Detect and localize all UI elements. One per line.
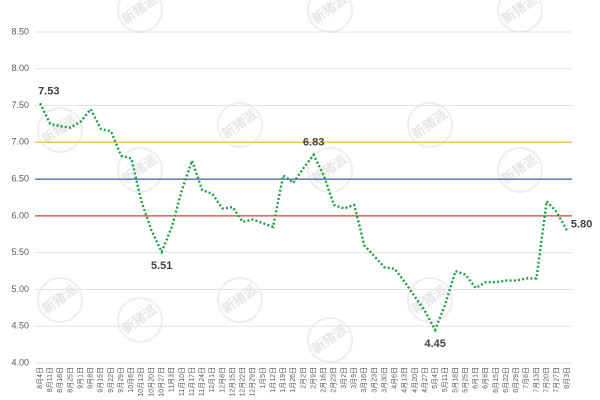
- x-tick-label: 9月29日: [117, 367, 125, 393]
- x-tick-label: 5月18日: [451, 367, 459, 393]
- x-tick-label: 10月27日: [157, 367, 165, 397]
- y-tick-label: 4.00: [11, 357, 29, 367]
- x-tick-label: 4月13日: [401, 367, 409, 393]
- x-tick-label: 7月6日: [522, 367, 530, 389]
- x-tick-label: 6月15日: [492, 367, 500, 393]
- x-tick-label: 5月11日: [441, 367, 449, 392]
- x-tick-label: 3月16日: [360, 367, 368, 393]
- watermark: 新猪派: [409, 106, 450, 141]
- x-tick-label: 6月8日: [482, 367, 490, 389]
- x-tick-label: 2月16日: [320, 367, 328, 393]
- x-tick-label: 12月29日: [249, 367, 257, 397]
- watermark-circle: [307, 317, 353, 363]
- x-tick-label: 9月22日: [107, 367, 115, 393]
- data-label: 6.83: [303, 137, 324, 149]
- watermark-circle: [217, 102, 263, 148]
- x-tick-label: 8月3日: [563, 367, 571, 389]
- x-tick-label: 10月13日: [137, 367, 145, 397]
- x-tick-label: 11月24日: [198, 367, 206, 396]
- watermark: 新猪派: [309, 0, 350, 26]
- x-tick-label: 11月17日: [188, 367, 196, 396]
- x-tick-label: 11月3日: [168, 367, 176, 392]
- y-tick-label: 6.50: [11, 173, 29, 183]
- x-tick-label: 3月9日: [350, 367, 358, 389]
- x-tick-label: 8月11日: [46, 367, 54, 392]
- x-tick-label: 2月23日: [330, 367, 338, 393]
- x-tick-label: 1月5日: [259, 367, 267, 389]
- x-tick-label: 6月1日: [472, 367, 480, 389]
- y-tick-label: 6.00: [11, 210, 29, 220]
- watermark-circle: [37, 107, 83, 153]
- x-tick-label: 3月23日: [370, 367, 378, 393]
- x-tick-label: 9月1日: [76, 367, 84, 389]
- watermark: 新猪派: [39, 281, 80, 316]
- y-tick-label: 8.00: [11, 63, 29, 73]
- data-line: [39, 102, 568, 333]
- y-tick-label: 5.00: [11, 284, 29, 294]
- data-label: 7.53: [38, 85, 59, 97]
- watermark-circle: [37, 277, 83, 323]
- x-tick-label: 5月25日: [461, 367, 469, 393]
- x-tick-label: 6月29日: [512, 367, 520, 393]
- watermark-circle: [217, 277, 263, 323]
- watermark: 新猪派: [499, 0, 540, 26]
- x-tick-label: 8月25日: [66, 367, 74, 393]
- x-tick-label: 6月22日: [502, 367, 510, 393]
- y-tick-label: 5.50: [11, 247, 29, 257]
- watermark: 新猪派: [119, 301, 160, 336]
- x-tick-label: 7月27日: [553, 367, 561, 393]
- x-tick-label: 7月13日: [532, 367, 540, 393]
- x-tick-label: 1月19日: [279, 367, 287, 393]
- watermark-circle: [117, 297, 163, 343]
- watermark: 新猪派: [219, 106, 260, 141]
- x-tick-label: 9月8日: [87, 367, 95, 389]
- watermark-circle: [407, 277, 453, 323]
- x-tick-label: 3月2日: [340, 367, 348, 389]
- x-tick-label: 3月30日: [380, 367, 388, 393]
- x-tick-label: 10月6日: [127, 367, 135, 393]
- data-label: 4.45: [425, 338, 446, 350]
- watermark-circle: [497, 147, 543, 193]
- data-label: 5.51: [151, 260, 172, 272]
- watermark: 新猪派: [219, 281, 260, 316]
- x-tick-label: 5月4日: [431, 367, 439, 389]
- x-tick-label: 12月1日: [208, 367, 216, 393]
- watermark-circle: [117, 147, 163, 193]
- x-tick-label: 12月15日: [228, 367, 236, 397]
- x-tick-label: 4月27日: [421, 367, 429, 393]
- data-label: 5.80: [571, 219, 592, 231]
- x-tick-label: 1月26日: [289, 367, 297, 393]
- x-tick-label: 9月15日: [97, 367, 105, 393]
- x-tick-label: 8月4日: [36, 367, 44, 389]
- watermark-circle: [407, 102, 453, 148]
- x-tick-label: 4月20日: [411, 367, 419, 393]
- x-tick-label: 7月20日: [543, 367, 551, 393]
- x-tick-label: 4月6日: [391, 367, 399, 389]
- x-tick-label: 11月10日: [178, 367, 186, 396]
- x-tick-label: 2月2日: [299, 367, 307, 389]
- y-tick-label: 8.50: [11, 26, 29, 36]
- watermark: 新猪派: [309, 151, 350, 186]
- y-tick-label: 7.50: [11, 100, 29, 110]
- y-tick-label: 7.00: [11, 137, 29, 147]
- x-tick-label: 12月8日: [218, 367, 226, 393]
- watermark: 新猪派: [119, 0, 160, 26]
- x-tick-label: 10月20日: [147, 367, 155, 397]
- x-tick-label: 2月9日: [309, 367, 317, 389]
- x-tick-label: 1月12日: [269, 367, 277, 393]
- x-tick-label: 12月22日: [239, 367, 247, 397]
- watermark-circle: [307, 147, 353, 193]
- watermark: 新猪派: [499, 151, 540, 186]
- x-tick-label: 8月18日: [56, 367, 64, 393]
- y-tick-label: 4.50: [11, 321, 29, 331]
